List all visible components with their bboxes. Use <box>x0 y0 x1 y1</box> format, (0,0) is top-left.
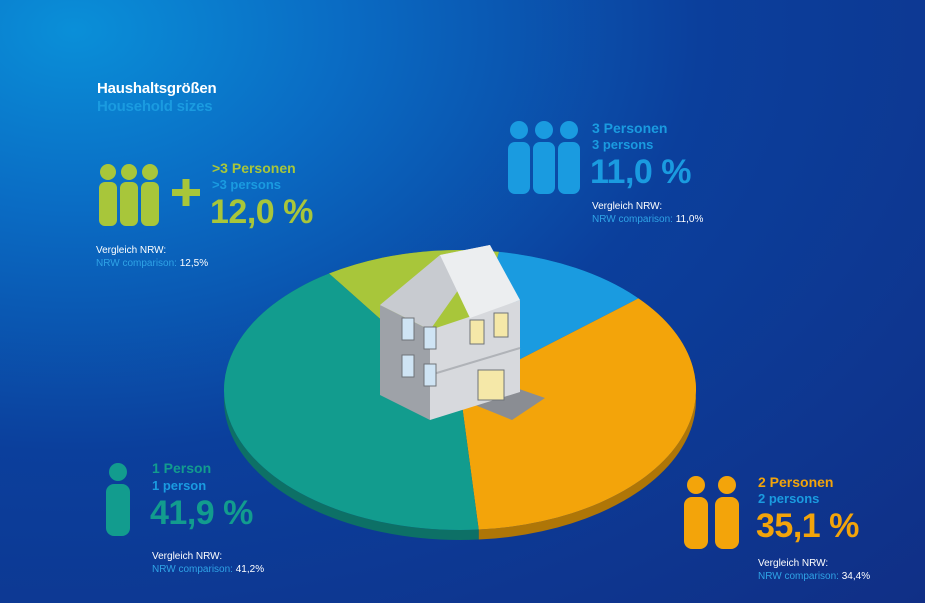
value-label-p3plus: 12,0 % <box>210 193 313 231</box>
label-en-p1: 1 person <box>152 478 207 493</box>
one-person-icon <box>100 462 136 547</box>
three-people-icon <box>505 120 585 205</box>
label-en-p3: 3 persons <box>592 137 654 152</box>
label-en-p3plus: >3 persons <box>212 177 282 192</box>
label-en-p2: 2 persons <box>758 491 820 506</box>
comparison-value-p1: 41,2% <box>235 564 265 575</box>
comparison-label-de-p1: Vergleich NRW: <box>152 551 223 562</box>
comparison-label-en-p3plus: NRW comparison: 12,5% <box>96 258 209 269</box>
comparison-label-de-p3plus: Vergleich NRW: <box>96 245 167 256</box>
comparison-label-en-p1: NRW comparison: 41,2% <box>152 564 265 575</box>
two-people-icon <box>680 475 746 560</box>
chart-title-en: Household sizes <box>97 98 213 115</box>
value-label-p2: 35,1 % <box>756 507 859 545</box>
house-icon <box>380 245 545 420</box>
pie-slice-p1 <box>223 273 479 530</box>
comparison-label-de-p2: Vergleich NRW: <box>758 558 829 569</box>
comparison-value-p3plus: 12,5% <box>179 258 209 269</box>
comparison-label-en-p2: NRW comparison: 34,4% <box>758 571 871 582</box>
comparison-label-en-p3: NRW comparison: 11,0% <box>592 214 704 225</box>
label-de-p2: 2 Personen <box>758 474 834 490</box>
comparison-value-p3: 11,0% <box>675 214 704 225</box>
label-de-p3plus: >3 Personen <box>212 160 296 176</box>
chart-title-de: Haushaltsgrößen <box>97 80 217 97</box>
value-label-p1: 41,9 % <box>150 494 253 532</box>
pie-slice-p2 <box>460 298 697 530</box>
three-people-plus-icon <box>96 162 206 237</box>
label-de-p1: 1 Person <box>152 460 212 476</box>
comparison-label-de-p3: Vergleich NRW: <box>592 201 663 212</box>
value-label-p3: 11,0 % <box>590 153 691 191</box>
label-de-p3: 3 Personen <box>592 120 668 136</box>
comparison-value-p2: 34,4% <box>841 571 871 582</box>
